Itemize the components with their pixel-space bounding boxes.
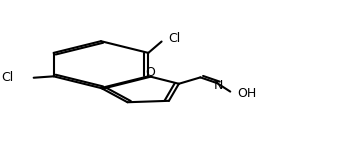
Text: Cl: Cl [2,71,14,84]
Text: O: O [146,66,155,79]
Text: N: N [214,79,223,92]
Text: OH: OH [237,86,256,100]
Text: Cl: Cl [168,32,180,45]
